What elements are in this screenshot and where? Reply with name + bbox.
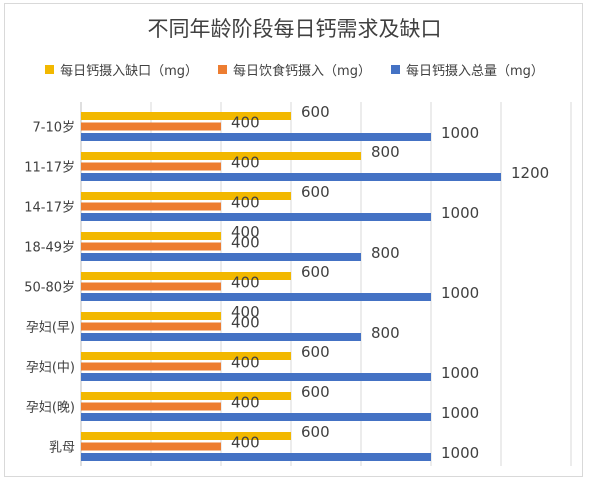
bar-gap [81,312,221,320]
data-label: 600 [301,343,330,361]
data-label: 400 [231,274,260,292]
category-label: 孕妇(中) [26,360,75,376]
legend-item-gap: 每日钙摄入缺口（mg） [45,60,198,79]
data-label: 1200 [511,164,549,182]
data-label: 600 [301,183,330,201]
data-label: 600 [301,383,330,401]
bar-total [81,293,431,301]
legend-item-diet: 每日饮食钙摄入（mg） [218,60,371,79]
category-label: 孕妇(早) [26,320,75,336]
data-label: 1000 [441,124,479,142]
data-label: 600 [301,263,330,281]
bar-total [81,213,431,221]
legend-swatch-diet [218,65,228,74]
category-label: 50-80岁 [24,281,75,296]
data-label: 400 [231,114,260,132]
data-label: 400 [231,234,260,252]
legend-label-gap: 每日钙摄入缺口（mg） [60,64,199,79]
bar-diet [81,402,221,411]
data-label: 800 [371,244,400,262]
data-label: 400 [231,394,260,412]
bar-total [81,453,431,461]
bar-total [81,173,501,181]
bar-gap [81,112,291,120]
bar-diet [81,162,221,171]
bar-diet [81,122,221,131]
bar-diet [81,202,221,211]
legend-swatch-total [390,65,400,74]
data-label: 400 [231,434,260,452]
data-label: 1000 [441,444,479,462]
bar-diet [81,442,221,451]
legend-item-total: 每日钙摄入总量（mg） [390,60,544,79]
bar-gap [81,352,291,360]
category-label: 孕妇(晚) [26,400,75,416]
data-label: 800 [371,324,400,342]
bar-gap [81,232,221,240]
data-label: 1000 [441,284,479,302]
bar-diet [81,242,221,251]
category-label: 14-17岁 [24,201,75,216]
bar-diet [81,362,221,371]
data-label: 600 [301,103,330,121]
bar-total [81,253,361,261]
category-label: 乳母 [49,441,75,456]
category-label: 11-17岁 [24,161,75,176]
data-label: 400 [231,194,260,212]
data-label: 1000 [441,204,479,222]
bar-diet [81,282,221,291]
bar-gap [81,192,291,200]
plot-area: 7-10岁 600 400 1000 11-17岁 800 400 1200 14-17岁 600… [24,102,572,466]
bar-gap [81,272,291,280]
legend-label-total: 每日钙摄入总量（mg） [405,64,544,79]
chart-title: 不同年龄阶段每日钙需求及缺口 [147,17,442,41]
bar-total [81,133,431,141]
data-label: 400 [231,314,260,332]
data-label: 400 [231,154,260,172]
data-label: 400 [231,354,260,372]
bar-gap [81,432,291,440]
bar-total [81,333,361,341]
category-label: 18-49岁 [24,241,75,256]
legend-swatch-gap [45,65,55,74]
bar-total [81,373,431,381]
bar-total [81,413,431,421]
chart-frame: 不同年龄阶段每日钙需求及缺口 每日钙摄入缺口（mg） 每日饮食钙摄入（mg） 每… [4,3,583,477]
data-label: 600 [301,423,330,441]
data-label: 400 [231,223,260,241]
category-label: 7-10岁 [32,121,75,136]
bar-gap [81,392,291,400]
data-label: 1000 [441,404,479,422]
bar-gap [81,152,361,160]
data-label: 800 [371,143,400,161]
legend-label-diet: 每日饮食钙摄入（mg） [233,64,371,79]
legend: 每日钙摄入缺口（mg） 每日饮食钙摄入（mg） 每日钙摄入总量（mg） [5,60,584,79]
data-label: 1000 [441,364,479,382]
data-label: 400 [231,303,260,321]
bar-diet [81,322,221,331]
